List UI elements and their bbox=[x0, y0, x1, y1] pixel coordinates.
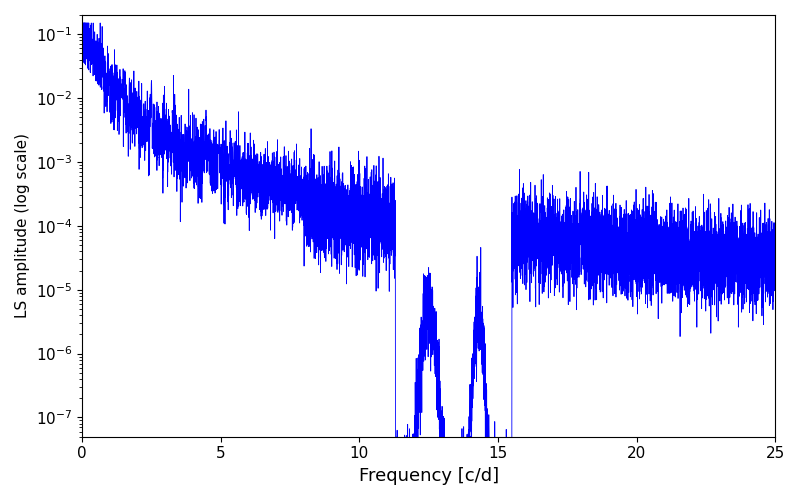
Y-axis label: LS amplitude (log scale): LS amplitude (log scale) bbox=[15, 134, 30, 318]
X-axis label: Frequency [c/d]: Frequency [c/d] bbox=[358, 467, 498, 485]
